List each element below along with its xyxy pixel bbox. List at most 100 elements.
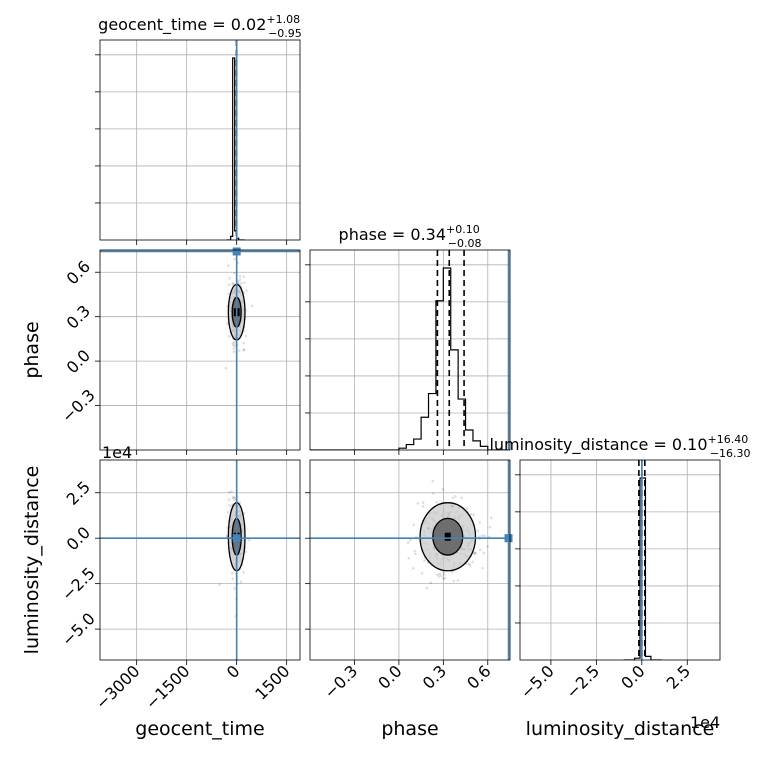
sample-point bbox=[237, 279, 240, 283]
sample-point bbox=[244, 334, 248, 338]
sample-point bbox=[473, 552, 476, 555]
x-tick-label: 0 bbox=[223, 661, 244, 682]
sample-point bbox=[230, 571, 234, 575]
x-tick-label: 0.3 bbox=[419, 661, 450, 692]
x-axis-label-luminosity_distance: luminosity_distance bbox=[526, 718, 715, 740]
sample-point bbox=[233, 257, 236, 261]
sample-point bbox=[429, 581, 433, 584]
sample-point bbox=[233, 587, 236, 590]
sample-point bbox=[490, 516, 493, 520]
sample-point bbox=[226, 322, 229, 325]
offset-text-x: 1e4 bbox=[690, 713, 720, 732]
grid bbox=[520, 460, 720, 660]
panel-frame bbox=[309, 459, 511, 661]
title-plus: +0.10 bbox=[446, 223, 480, 236]
sample-point bbox=[416, 502, 420, 505]
sample-point bbox=[238, 274, 242, 278]
title-minus: −0.95 bbox=[268, 27, 302, 40]
x-tick-label: −2.5 bbox=[562, 661, 603, 702]
sample-point bbox=[438, 572, 442, 576]
density-core bbox=[444, 532, 451, 541]
sample-point bbox=[437, 575, 441, 578]
sample-point bbox=[237, 349, 241, 352]
title-geocent_time: geocent_time = 0.02+1.08 −0.95 bbox=[98, 13, 302, 40]
sample-point bbox=[232, 498, 236, 501]
sample-point bbox=[224, 366, 228, 370]
sample-point bbox=[488, 525, 492, 529]
sample-point bbox=[474, 551, 477, 555]
x-axis-label-geocent_time: geocent_time bbox=[135, 718, 264, 740]
title-main: phase = 0.34 bbox=[339, 225, 446, 244]
y-tick-label: 0.3 bbox=[63, 301, 94, 332]
sample-point bbox=[227, 283, 231, 287]
x-tick-label: −3000 bbox=[92, 661, 144, 713]
sample-point bbox=[406, 541, 410, 544]
panel-content bbox=[100, 460, 300, 660]
title-minus: −0.08 bbox=[448, 237, 482, 250]
sample-point bbox=[242, 571, 245, 574]
panel-content bbox=[100, 250, 300, 450]
sample-point bbox=[231, 341, 235, 345]
panel-phase-geocent_time: −0.3 0.0 0.3 0.6 bbox=[58, 247, 301, 455]
sample-point bbox=[431, 479, 435, 483]
sample-point bbox=[239, 281, 243, 285]
y-tick-label: 2.5 bbox=[63, 477, 94, 508]
sample-point bbox=[244, 550, 247, 553]
y-axis-label-luminosity_distance: luminosity_distance bbox=[21, 466, 43, 655]
sample-point bbox=[467, 562, 471, 566]
grid bbox=[100, 250, 300, 450]
sample-point bbox=[225, 534, 229, 538]
y-tick-label: 0.0 bbox=[63, 346, 94, 377]
histogram-geocent_time bbox=[226, 57, 245, 240]
sample-point bbox=[420, 571, 424, 575]
sample-point bbox=[409, 538, 412, 542]
y-axis-label-phase: phase bbox=[21, 321, 43, 378]
sample-point bbox=[435, 501, 438, 504]
title-main: geocent_time = 0.02 bbox=[98, 15, 266, 35]
sample-point bbox=[238, 278, 242, 281]
sample-point bbox=[233, 344, 237, 347]
sample-point bbox=[226, 510, 230, 514]
sample-point bbox=[451, 570, 454, 574]
sample-point bbox=[441, 488, 445, 491]
histogram-phase bbox=[310, 267, 510, 450]
sample-point bbox=[483, 534, 486, 538]
sample-point bbox=[245, 289, 248, 292]
sample-point bbox=[413, 549, 417, 553]
sample-point bbox=[486, 545, 489, 548]
sample-point bbox=[231, 577, 235, 580]
sample-point bbox=[232, 496, 235, 499]
sample-point bbox=[242, 348, 246, 351]
sample-point bbox=[227, 490, 231, 494]
sample-point bbox=[407, 556, 411, 560]
panel-frame bbox=[99, 459, 301, 661]
y-tick-label: −0.3 bbox=[58, 385, 99, 426]
sample-point bbox=[478, 535, 481, 538]
grid bbox=[100, 460, 300, 660]
title-plus: +16.40 bbox=[708, 433, 749, 446]
panel-content bbox=[310, 460, 510, 660]
x-tick-label: −5.0 bbox=[517, 661, 558, 702]
sample-point bbox=[228, 277, 231, 280]
sample-point bbox=[472, 513, 476, 516]
sample-point bbox=[425, 586, 429, 590]
truth-marker bbox=[232, 534, 241, 543]
sample-point bbox=[465, 507, 469, 510]
sample-point bbox=[476, 529, 480, 533]
grid bbox=[100, 40, 300, 240]
sample-point bbox=[227, 264, 230, 267]
sample-point bbox=[469, 513, 473, 516]
x-tick-label: −1500 bbox=[142, 661, 194, 713]
truth-marker bbox=[504, 534, 513, 543]
sample-point bbox=[443, 576, 447, 580]
sample-point bbox=[233, 341, 236, 344]
sample-point bbox=[479, 548, 482, 552]
panel-luminosity_distance-phase: −0.3 0.0 0.3 0.6 bbox=[305, 459, 513, 702]
sample-point bbox=[460, 496, 463, 500]
histogram-luminosity_distance bbox=[623, 477, 662, 660]
panel-geocent_time-geocent_time bbox=[95, 39, 301, 245]
sample-point bbox=[250, 304, 254, 308]
x-tick-label: 1500 bbox=[251, 661, 293, 703]
sample-point bbox=[472, 551, 476, 555]
